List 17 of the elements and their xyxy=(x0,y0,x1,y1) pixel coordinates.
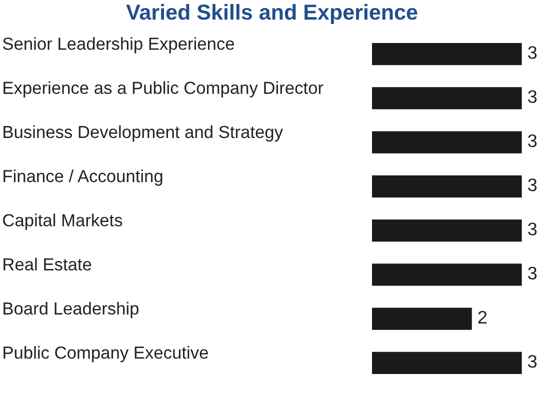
y-tick-label: Experience as a Public Company Director xyxy=(4,81,324,98)
y-tick-label: Public Company Executive xyxy=(4,346,208,362)
y-tick-label: Finance / Accounting xyxy=(4,170,162,186)
chart-title: Varied Skills and Experience xyxy=(126,4,418,24)
y-tick-label: Real Estate xyxy=(4,258,92,271)
data-label: 3 xyxy=(528,222,537,236)
data-label: 2 xyxy=(478,310,487,324)
y-tick-label: Senior Leadership Experience xyxy=(2,37,234,54)
data-label: 3 xyxy=(528,46,537,59)
y-tick-label: Board Leadership xyxy=(4,302,139,318)
data-label: 3 xyxy=(528,134,537,148)
y-tick-label: Business Development and Strategy xyxy=(4,125,283,142)
data-label: 3 xyxy=(528,90,537,104)
y-tick-label: Capital Markets xyxy=(3,214,122,230)
data-label: 3 xyxy=(528,178,537,192)
data-label: 3 xyxy=(528,266,537,280)
data-label: 3 xyxy=(528,355,537,368)
